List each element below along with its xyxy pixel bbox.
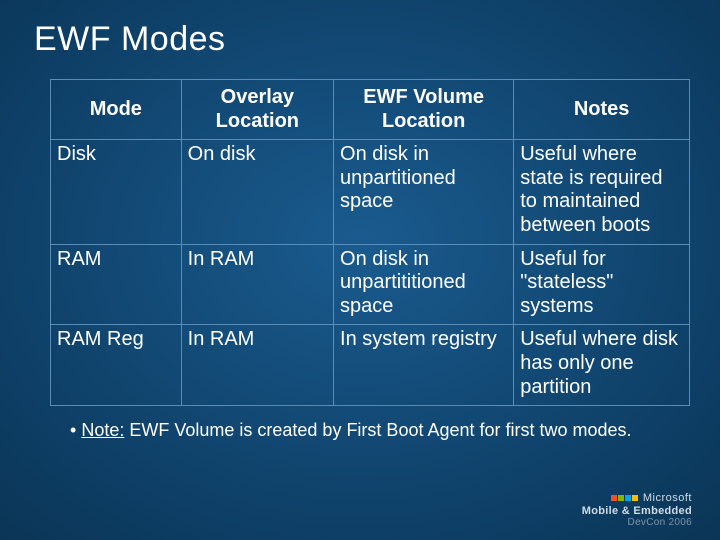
logo-square (618, 495, 624, 501)
logo-square (611, 495, 617, 501)
footer-line2: Mobile & Embedded (582, 505, 692, 517)
logo-square (625, 495, 631, 501)
cell-notes: Useful where state is required to mainta… (514, 140, 690, 244)
footnote-text: EWF Volume is created by First Boot Agen… (124, 420, 631, 440)
modes-table: Mode Overlay Location EWF Volume Locatio… (50, 79, 690, 406)
cell-mode: RAM Reg (51, 325, 182, 406)
logo-square (632, 495, 638, 501)
col-overlay: Overlay Location (181, 80, 333, 140)
cell-mode: RAM (51, 244, 182, 325)
footer-line3: DevCon 2006 (582, 517, 692, 528)
col-ewf-volume: EWF Volume Location (334, 80, 514, 140)
cell-notes: Useful where disk has only one partition (514, 325, 690, 406)
footnote-label: Note: (81, 420, 124, 440)
col-notes: Notes (514, 80, 690, 140)
cell-overlay: In RAM (181, 325, 333, 406)
cell-ewf-volume: In system registry (334, 325, 514, 406)
slide: EWF Modes Mode Overlay Location EWF Volu… (0, 0, 720, 540)
cell-overlay: On disk (181, 140, 333, 244)
footer: Microsoft Mobile & Embedded DevCon 2006 (582, 492, 692, 528)
footnote: • Note: EWF Volume is created by First B… (70, 420, 690, 441)
cell-ewf-volume: On disk in unpartititioned space (334, 244, 514, 325)
footer-ms-text: Microsoft (643, 492, 692, 504)
col-mode: Mode (51, 80, 182, 140)
slide-title: EWF Modes (34, 20, 690, 59)
table-row: Disk On disk On disk in unpartitioned sp… (51, 140, 690, 244)
cell-notes: Useful for "stateless" systems (514, 244, 690, 325)
cell-overlay: In RAM (181, 244, 333, 325)
table-row: RAM Reg In RAM In system registry Useful… (51, 325, 690, 406)
microsoft-logo-icon (611, 495, 638, 501)
cell-ewf-volume: On disk in unpartitioned space (334, 140, 514, 244)
cell-mode: Disk (51, 140, 182, 244)
footer-brand: Microsoft (582, 492, 692, 504)
table-header-row: Mode Overlay Location EWF Volume Locatio… (51, 80, 690, 140)
table-row: RAM In RAM On disk in unpartititioned sp… (51, 244, 690, 325)
footnote-bullet: • (70, 420, 76, 440)
